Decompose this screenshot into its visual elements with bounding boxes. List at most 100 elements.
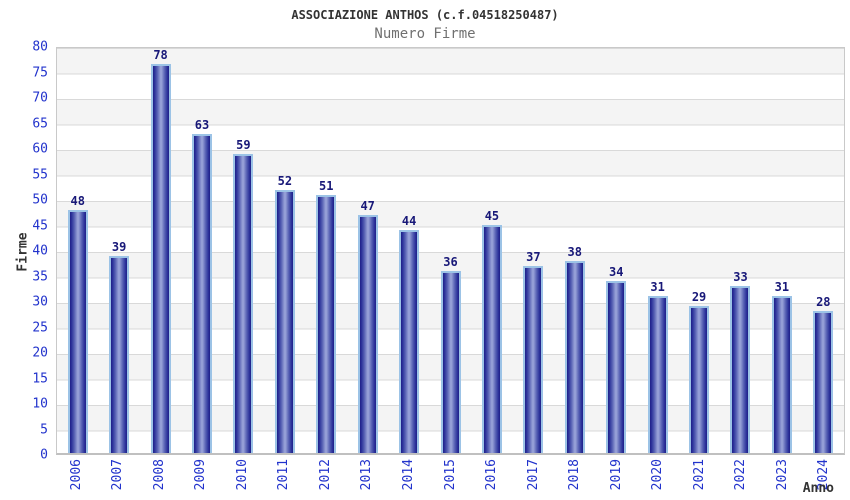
x-cell: 2015 bbox=[430, 459, 472, 500]
bar-value-label: 59 bbox=[236, 138, 251, 153]
x-tick-label: 2006 bbox=[68, 459, 84, 491]
bar-value-label: 44 bbox=[401, 214, 417, 229]
bar bbox=[481, 225, 502, 453]
bar bbox=[316, 194, 337, 453]
bar bbox=[233, 154, 254, 453]
x-cell: 2022 bbox=[721, 459, 763, 500]
bars-container: 48 39 78 63 59 52 51 47 44 36 45 37 38 34 31 29 33 31 28 bbox=[57, 48, 844, 453]
bar bbox=[67, 210, 88, 453]
y-tick-label: 70 bbox=[32, 90, 48, 106]
y-tick-label: 25 bbox=[32, 320, 48, 335]
x-tick-label: 2015 bbox=[442, 459, 458, 491]
x-axis-title: Anno bbox=[802, 481, 834, 496]
x-tick-label: 2007 bbox=[110, 459, 126, 491]
bar-column-2011: 52 bbox=[264, 48, 305, 453]
bar-value-label: 78 bbox=[153, 48, 168, 62]
bar-column-2024: 28 bbox=[803, 48, 844, 453]
y-tick-label: 0 bbox=[40, 447, 48, 463]
bar-column-2021: 29 bbox=[678, 48, 719, 453]
x-cell: 2021 bbox=[679, 459, 721, 500]
bar-column-2007: 39 bbox=[98, 48, 139, 453]
y-tick-label: 35 bbox=[32, 269, 48, 284]
x-tick-label: 2016 bbox=[484, 459, 500, 491]
x-tick-label: 2011 bbox=[276, 459, 292, 491]
y-axis-title: Firme bbox=[15, 232, 31, 272]
y-tick-label: 75 bbox=[32, 65, 48, 80]
x-cell: 2009 bbox=[181, 459, 223, 500]
bar bbox=[647, 296, 668, 453]
bar bbox=[109, 255, 130, 453]
x-cell: 2014 bbox=[388, 459, 430, 500]
x-cell: 2018 bbox=[554, 459, 596, 500]
bar-value-label: 63 bbox=[194, 118, 210, 133]
x-tick-label: 2021 bbox=[691, 459, 707, 491]
x-tick-label: 2010 bbox=[234, 459, 250, 491]
bar-value-label: 34 bbox=[608, 264, 624, 279]
x-tick-label: 2019 bbox=[608, 459, 624, 491]
x-cell: 2006 bbox=[56, 459, 98, 500]
bar bbox=[357, 215, 378, 453]
bar-value-label: 33 bbox=[733, 269, 748, 284]
x-cell: 2020 bbox=[637, 459, 679, 500]
x-tick-label: 2008 bbox=[151, 459, 167, 491]
bar-value-label: 29 bbox=[691, 290, 707, 305]
chart-title: ASSOCIAZIONE ANTHOS (c.f.04518250487) bbox=[291, 8, 559, 22]
x-cell: 2007 bbox=[98, 459, 140, 500]
bar bbox=[771, 296, 792, 453]
bar-value-label: 52 bbox=[277, 173, 293, 188]
bar-value-label: 39 bbox=[111, 239, 127, 254]
bar bbox=[606, 280, 627, 453]
y-tick-label: 40 bbox=[32, 243, 48, 259]
bar-column-2008: 78 bbox=[140, 48, 181, 453]
x-cell: 2013 bbox=[347, 459, 389, 500]
x-tick-label: 2009 bbox=[193, 459, 209, 491]
x-tick-label: 2020 bbox=[650, 459, 666, 491]
y-tick-label: 55 bbox=[32, 167, 48, 182]
bar-value-label: 36 bbox=[443, 254, 458, 269]
bar-value-label: 31 bbox=[774, 280, 790, 295]
x-cell: 2019 bbox=[596, 459, 638, 500]
bar-column-2017: 37 bbox=[513, 48, 554, 453]
bar-column-2018: 38 bbox=[554, 48, 595, 453]
bar bbox=[564, 260, 585, 453]
y-tick-label: 30 bbox=[32, 294, 48, 310]
x-cell: 2016 bbox=[471, 459, 513, 500]
bar-column-2009: 63 bbox=[181, 48, 222, 453]
y-tick-label: 20 bbox=[32, 345, 48, 361]
x-cell: 2012 bbox=[305, 459, 347, 500]
x-tick-label: 2022 bbox=[733, 459, 749, 491]
bar bbox=[689, 306, 710, 453]
y-axis: 80 75 70 65 60 55 50 45 40 35 30 25 20 15 10 5 0 bbox=[0, 41, 52, 462]
bar bbox=[150, 64, 171, 453]
bar-column-2010: 59 bbox=[223, 48, 264, 453]
x-cell: 2011 bbox=[264, 459, 306, 500]
x-tick-label: 2012 bbox=[317, 459, 333, 491]
bar-column-2016: 45 bbox=[471, 48, 512, 453]
y-tick-label: 50 bbox=[32, 192, 48, 208]
y-tick-label: 65 bbox=[32, 116, 48, 131]
bar-column-2022: 33 bbox=[720, 48, 761, 453]
bar-column-2014: 44 bbox=[388, 48, 429, 453]
x-cell: 2010 bbox=[222, 459, 264, 500]
bar bbox=[730, 285, 751, 453]
x-axis: 2006 2007 2008 2009 2010 2011 2012 2013 2014 2015… bbox=[56, 459, 845, 500]
y-tick-label: 15 bbox=[32, 371, 48, 386]
x-cell: 2023 bbox=[762, 459, 804, 500]
bar-column-2015: 36 bbox=[430, 48, 471, 453]
bar-column-2006: 48 bbox=[57, 48, 98, 453]
bar-column-2019: 34 bbox=[595, 48, 636, 453]
bar-column-2023: 31 bbox=[761, 48, 802, 453]
x-cell: 2017 bbox=[513, 459, 555, 500]
bar-value-label: 31 bbox=[650, 280, 665, 295]
y-tick-label: 60 bbox=[32, 141, 48, 157]
x-tick-label: 2017 bbox=[525, 459, 541, 491]
bar-value-label: 45 bbox=[484, 209, 500, 224]
x-tick-label: 2018 bbox=[567, 459, 583, 491]
x-tick-label: 2014 bbox=[401, 459, 417, 491]
y-tick-label: 80 bbox=[32, 39, 48, 55]
bar-value-label: 38 bbox=[567, 244, 582, 259]
bar bbox=[191, 134, 212, 453]
plot-area: 48 39 78 63 59 52 51 47 44 36 45 37 38 34 31 29 33 31 28 bbox=[56, 47, 845, 455]
bar-column-2012: 51 bbox=[306, 48, 347, 453]
